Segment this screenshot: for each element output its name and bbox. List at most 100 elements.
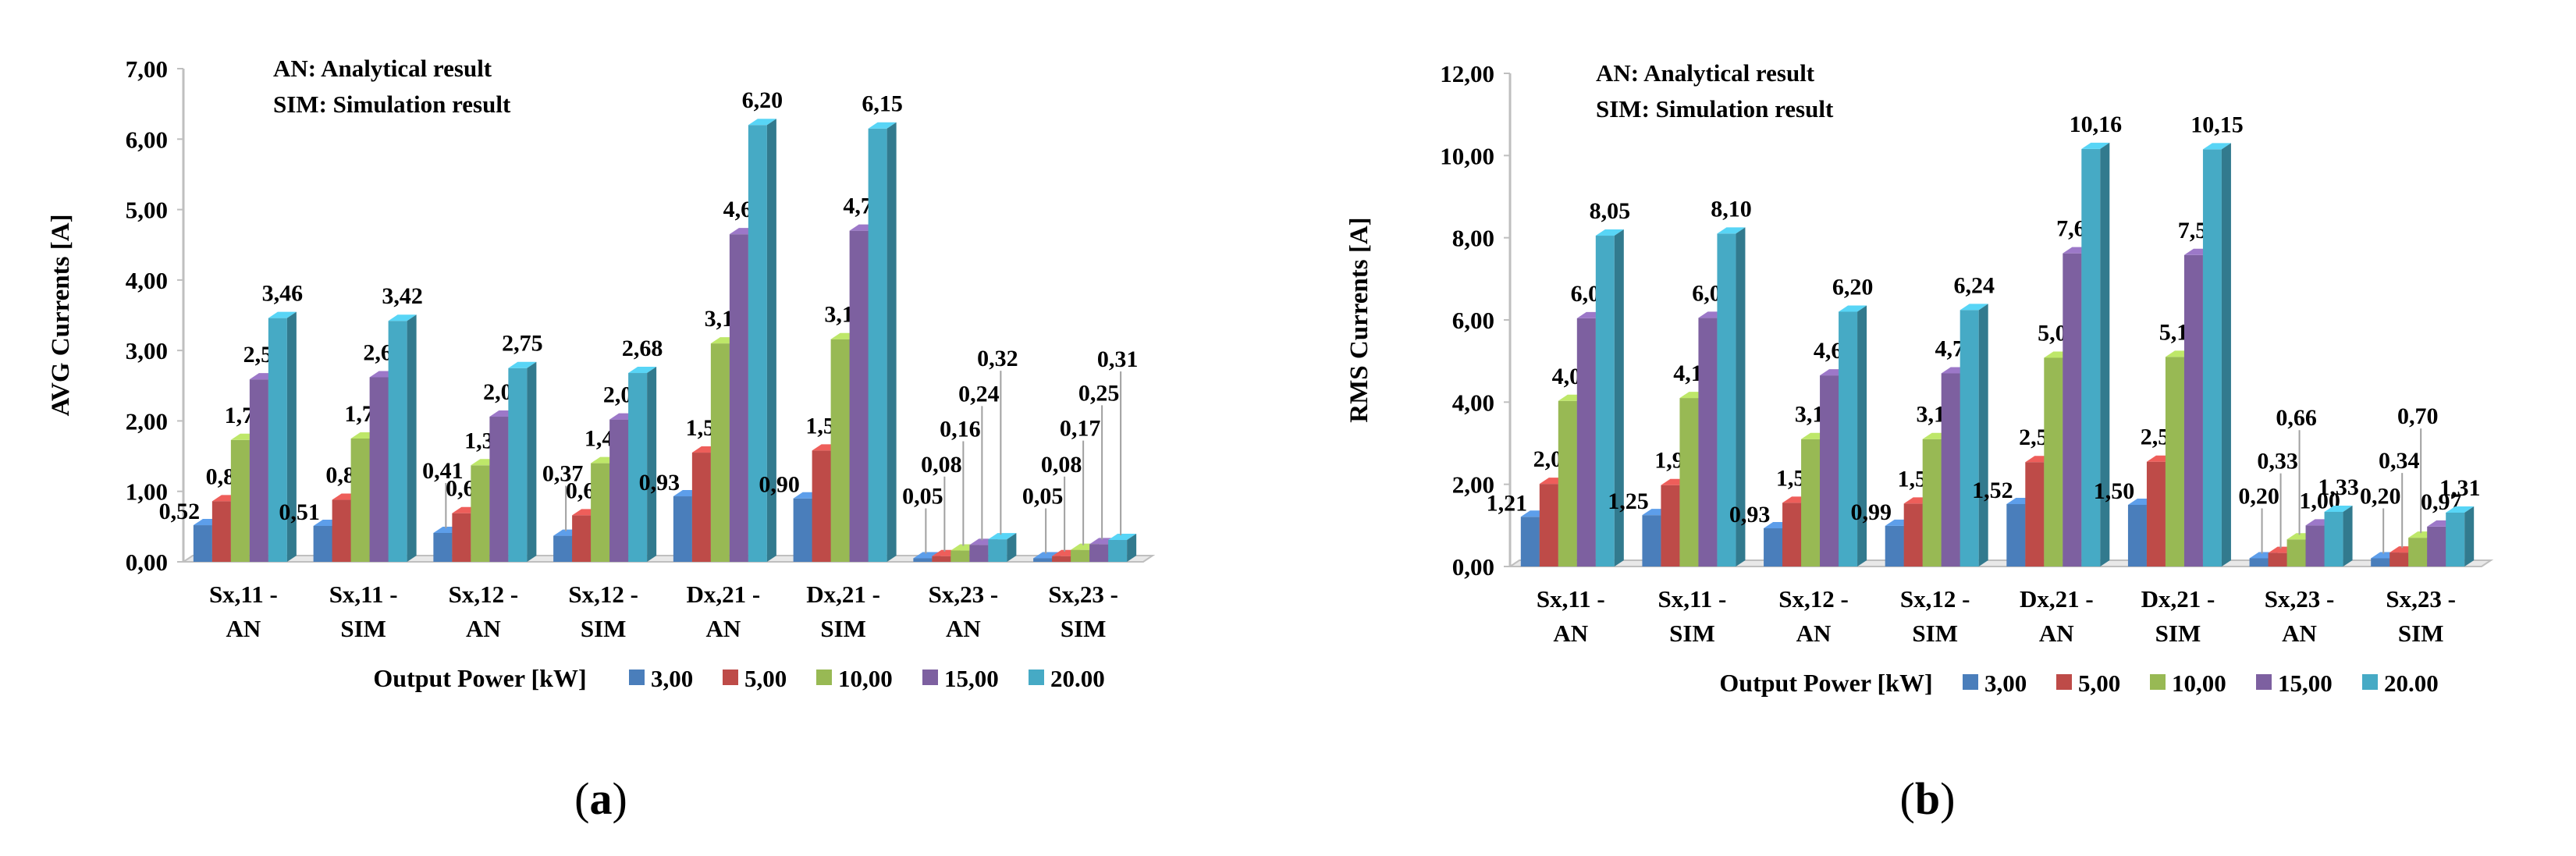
chart-a-category-label: AN [226,615,261,642]
panel-label-a-letter: a [589,773,613,824]
chart-b-bar [1539,484,1558,567]
chart-b-value-label: 1,25 [1608,488,1649,514]
chart-a-y-tick-label: 1,00 [126,478,168,506]
chart-b-category-label: Dx,21 - [2020,585,2094,613]
chart-a-bar [988,539,1007,562]
chart-b-value-label: 8,10 [1711,196,1752,222]
chart-a-value-label: 6,15 [862,91,903,117]
chart-a-value-label: 0,52 [159,499,201,524]
chart-b-bar [1764,528,1783,567]
chart-b-y-tick-label: 10,00 [1440,142,1494,169]
chart-b-bar [1782,503,1802,567]
chart-b-bar [2249,558,2269,567]
chart-a-category-label: SIM [340,615,386,642]
chart-a-y-tick-label: 0,00 [126,549,168,576]
chart-b-bar-side [1857,305,1867,567]
chart-b-x-axis-label: Output Power [kW] [1719,669,1932,697]
chart-a-bar-side [407,314,417,562]
chart-a-category-label: AN [705,615,741,642]
chart-a-category-label: Sx,12 - [449,581,519,608]
chart-a-legend-swatch [723,670,738,685]
chart-b-bar-side [2100,142,2110,567]
chart-a-bar [673,496,692,562]
chart-a-value-label: 0,37 [542,461,584,487]
chart-a-y-axis-label: AVG Currents [A] [47,214,75,416]
chart-a-value-label: 0,08 [1041,452,1082,478]
chart-b-value-label: 1,50 [2094,478,2135,504]
chart-a-bar [1108,540,1128,562]
chart-a-legend-swatch [1029,670,1044,685]
chart-b-y-tick-label: 4,00 [1452,389,1494,416]
chart-b-category-label: Sx,11 - [1537,585,1605,613]
chart-b-bar-side [1978,304,1988,567]
chart-b-bar [1885,525,1904,567]
chart-b-value-label: 10,16 [2070,112,2123,137]
chart-b-bar [2389,552,2409,567]
chart-a-legend-label: 10,00 [838,665,893,692]
chart-a-category-label: Dx,21 - [687,581,761,608]
chart-b-y-axis-label: RMS Currents [A] [1345,217,1373,422]
chart-a-legend-label: 20.00 [1050,665,1105,692]
panel-label-b-close: ) [1940,773,1956,824]
chart-b-y-tick-label: 12,00 [1440,60,1494,87]
chart-b-value-label: 1,33 [2318,474,2359,500]
chart-a-bar [950,550,970,562]
chart-b-legend-label: 20.00 [2384,670,2439,697]
chart-b-annotation: SIM: Simulation result [1596,95,1834,123]
chart-b-category-label: Sx,11 - [1658,585,1727,613]
chart-b-bar [2183,254,2203,567]
panel-label-b-letter: b [1914,773,1941,824]
chart-b-legend-swatch [1963,674,1978,690]
chart-a-category-label: SIM [1061,615,1107,642]
chart-a-value-label: 0,31 [1097,346,1139,372]
chart-b-category-label: Dx,21 - [2141,585,2215,613]
chart-a-y-tick-label: 7,00 [126,55,168,83]
chart-b-value-label: 0,99 [1850,499,1892,525]
chart-b-bar [2025,462,2045,567]
chart-a-bar [211,501,231,562]
chart-a-bar [793,498,812,562]
chart-a-bar [350,439,370,562]
chart-b-y-tick-label: 2,00 [1452,471,1494,499]
chart-b-bar [2202,149,2222,567]
chart-b-value-label: 0,20 [2238,483,2279,509]
chart-b-bar [2408,538,2428,567]
chart-b-bar [2044,357,2063,567]
chart-a-bar [932,556,951,562]
chart-a-value-label: 3,42 [382,283,423,309]
chart-b-bar [1698,318,1718,567]
chart-b-category-label: AN [1553,620,1588,647]
chart-b-bar-side [1614,229,1624,567]
chart-b-bar-side [1736,227,1746,567]
chart-b-category-label: SIM [1669,620,1715,647]
panel-label-a-close: ) [612,773,627,824]
chart-a-legend-swatch [629,670,645,685]
chart-a-y-tick-label: 5,00 [126,197,168,224]
chart-b-bar [1576,318,1596,567]
chart-b-value-label: 6,20 [1832,274,1874,300]
chart-a-value-label: 0,93 [639,470,680,495]
chart-b-bar [2446,513,2465,567]
chart-b-bar [1558,400,1577,567]
chart-a-bar [268,318,287,562]
chart-b-value-label: 8,05 [1590,198,1631,224]
chart-b-value-label: 1,52 [1972,478,2013,503]
chart-b-bar [1661,485,1680,567]
chart-a-annotation: SIM: Simulation result [273,91,511,118]
chart-b-category-label: SIM [2398,620,2444,647]
chart-a-value-label: 2,68 [622,336,663,361]
chart-a-value-label: 6,20 [742,87,783,113]
chart-a-bar [710,343,730,562]
chart-a-bar [193,525,212,562]
chart-a-bar [230,439,250,562]
chart-b-legend-label: 5,00 [2078,670,2120,697]
chart-a-y-tick-label: 2,00 [126,407,168,435]
chart-a-bar [1071,549,1090,562]
chart-a-bar [553,535,573,562]
chart-b-category-label: AN [1796,620,1832,647]
chart-a-bar [1089,544,1109,562]
chart-b-bar [2081,148,2101,567]
chart-a-bar [748,125,767,562]
chart-a-legend-swatch [922,670,938,685]
chart-a-bar-side [527,361,537,562]
